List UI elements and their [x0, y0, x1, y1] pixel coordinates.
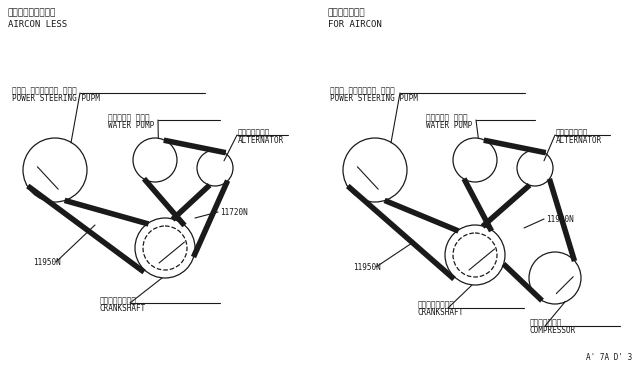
Text: パワー ステアリング ポンプ: パワー ステアリング ポンプ — [330, 86, 395, 95]
Text: ALTERNATOR: ALTERNATOR — [238, 136, 284, 145]
Text: クランクシャフト: クランクシャフト — [100, 296, 137, 305]
Text: 11950N: 11950N — [33, 258, 61, 267]
Text: POWER STEERING PUPM: POWER STEERING PUPM — [330, 94, 418, 103]
Text: オルタネイター: オルタネイター — [238, 128, 270, 137]
Text: FOR AIRCON: FOR AIRCON — [328, 20, 381, 29]
Text: AIRCON LESS: AIRCON LESS — [8, 20, 67, 29]
Text: WATER PUMP: WATER PUMP — [108, 121, 154, 130]
Text: ウォーター ポンプ: ウォーター ポンプ — [108, 113, 150, 122]
Text: エアコン　無し仕様: エアコン 無し仕様 — [8, 8, 56, 17]
Text: ウォーター ポンプ: ウォーター ポンプ — [426, 113, 468, 122]
Text: POWER STEERING PUPM: POWER STEERING PUPM — [12, 94, 100, 103]
Text: クランクシャフト: クランクシャフト — [418, 300, 455, 309]
Text: CRANKSHAFT: CRANKSHAFT — [100, 304, 147, 313]
Text: ALTERNATOR: ALTERNATOR — [556, 136, 602, 145]
Text: WATER PUMP: WATER PUMP — [426, 121, 472, 130]
Text: パワー ステアリング ポンプ: パワー ステアリング ポンプ — [12, 86, 77, 95]
Text: CRANKSHAFT: CRANKSHAFT — [418, 308, 464, 317]
Text: エアコン付仕様: エアコン付仕様 — [328, 8, 365, 17]
Text: 11920N: 11920N — [546, 215, 573, 224]
Text: COMPRESSOR: COMPRESSOR — [530, 326, 576, 335]
Text: 11950N: 11950N — [353, 263, 381, 272]
Text: A' 7A D' 3: A' 7A D' 3 — [586, 353, 632, 362]
Text: オルタネイター: オルタネイター — [556, 128, 588, 137]
Text: コンプレッサー: コンプレッサー — [530, 318, 563, 327]
Text: 11720N: 11720N — [220, 208, 248, 217]
